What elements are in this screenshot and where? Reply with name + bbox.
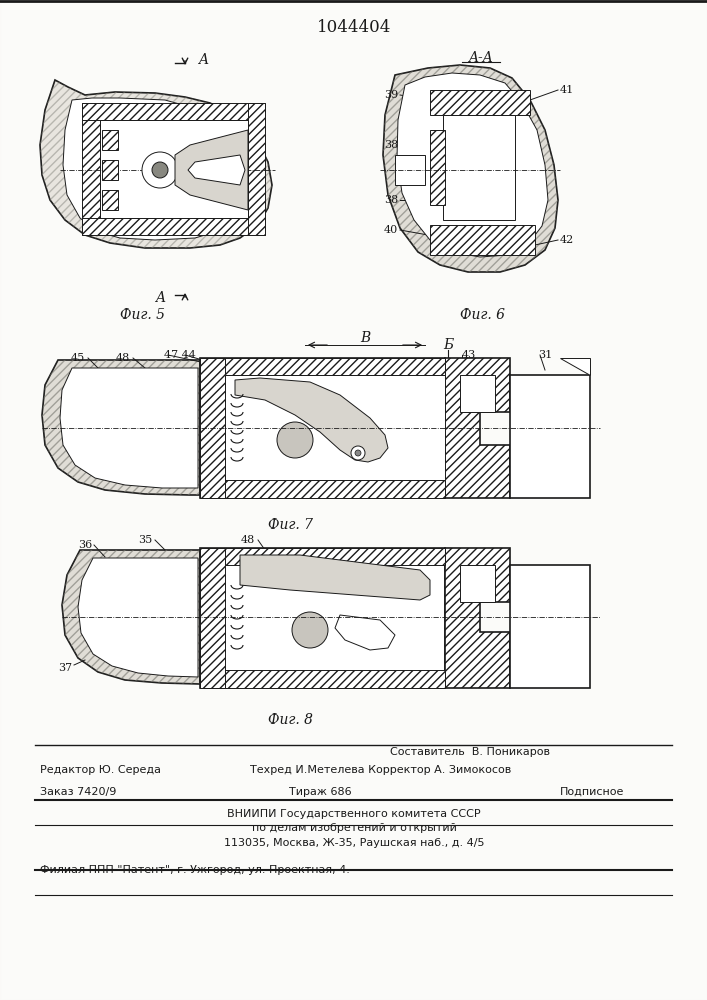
Polygon shape — [510, 375, 590, 498]
Polygon shape — [443, 115, 515, 220]
Polygon shape — [102, 160, 118, 180]
Polygon shape — [42, 360, 200, 495]
Text: 113035, Москва, Ж-35, Раушская наб., д. 4/5: 113035, Москва, Ж-35, Раушская наб., д. … — [223, 838, 484, 848]
Text: 38: 38 — [384, 195, 398, 205]
Text: 31: 31 — [538, 350, 552, 360]
Text: 41: 41 — [560, 85, 574, 95]
Polygon shape — [200, 358, 225, 498]
Polygon shape — [82, 103, 265, 120]
Text: 1044404: 1044404 — [317, 19, 391, 36]
Text: Техред И.Метелева Корректор А. Зимокосов: Техред И.Метелева Корректор А. Зимокосов — [250, 765, 511, 775]
Text: 36: 36 — [78, 540, 92, 550]
Text: ВНИИПИ Государственного комитета СССР: ВНИИПИ Государственного комитета СССР — [227, 809, 481, 819]
Polygon shape — [510, 565, 590, 688]
Text: Составитель  В. Поникаров: Составитель В. Поникаров — [390, 747, 550, 757]
Polygon shape — [200, 358, 445, 498]
Text: Подписное: Подписное — [560, 787, 624, 797]
Polygon shape — [200, 670, 445, 688]
Text: 48: 48 — [116, 353, 130, 363]
Polygon shape — [560, 358, 590, 375]
Polygon shape — [200, 548, 225, 688]
Circle shape — [351, 446, 365, 460]
Polygon shape — [200, 548, 445, 688]
Polygon shape — [225, 375, 445, 480]
Text: 43: 43 — [462, 350, 477, 360]
Text: Фиг. 8: Фиг. 8 — [267, 713, 312, 727]
Text: A: A — [198, 53, 208, 67]
Text: В: В — [360, 331, 370, 345]
Text: 35: 35 — [138, 535, 152, 545]
Polygon shape — [383, 65, 558, 272]
Polygon shape — [430, 130, 445, 205]
Text: 45: 45 — [71, 353, 85, 363]
Polygon shape — [102, 190, 118, 210]
Text: Заказ 7420/9: Заказ 7420/9 — [40, 787, 117, 797]
Text: 37: 37 — [58, 663, 72, 673]
Polygon shape — [78, 558, 198, 677]
Text: 39: 39 — [384, 90, 398, 100]
Text: Тираж 686: Тираж 686 — [288, 787, 351, 797]
Polygon shape — [235, 378, 388, 462]
Polygon shape — [82, 218, 265, 235]
Text: Б: Б — [443, 338, 453, 352]
Text: A-A: A-A — [467, 51, 492, 65]
Text: 46: 46 — [360, 363, 374, 373]
Text: 38: 38 — [384, 140, 398, 150]
Circle shape — [277, 422, 313, 458]
Circle shape — [152, 162, 168, 178]
Text: по делам изобретений и открытий: по делам изобретений и открытий — [252, 823, 457, 833]
Polygon shape — [188, 155, 245, 185]
Polygon shape — [430, 90, 530, 115]
Polygon shape — [445, 358, 510, 498]
Text: Фиг. 5: Фиг. 5 — [120, 308, 165, 322]
Circle shape — [355, 450, 361, 456]
Polygon shape — [460, 565, 495, 602]
Text: 33 32: 33 32 — [220, 110, 252, 120]
Polygon shape — [102, 130, 118, 150]
Text: Фиг. 7: Фиг. 7 — [267, 518, 312, 532]
Polygon shape — [100, 120, 248, 218]
Polygon shape — [200, 548, 445, 565]
Polygon shape — [40, 80, 272, 248]
Text: A: A — [155, 291, 165, 305]
Polygon shape — [62, 550, 200, 684]
Polygon shape — [445, 548, 510, 688]
Text: 47 44: 47 44 — [164, 350, 196, 360]
Polygon shape — [240, 555, 430, 600]
Polygon shape — [82, 103, 100, 235]
Polygon shape — [200, 358, 445, 375]
Polygon shape — [60, 368, 198, 488]
Text: 48: 48 — [241, 535, 255, 545]
Polygon shape — [248, 103, 265, 235]
Polygon shape — [430, 225, 535, 255]
Circle shape — [292, 612, 328, 648]
Polygon shape — [63, 98, 240, 240]
Polygon shape — [397, 73, 548, 257]
Text: Редактор Ю. Середа: Редактор Ю. Середа — [40, 765, 161, 775]
Polygon shape — [200, 480, 445, 498]
Text: Фиг. 6: Фиг. 6 — [460, 308, 505, 322]
Text: 42: 42 — [560, 235, 574, 245]
Polygon shape — [395, 155, 425, 185]
Polygon shape — [460, 375, 495, 412]
Polygon shape — [175, 130, 248, 210]
Circle shape — [142, 152, 178, 188]
Polygon shape — [335, 615, 395, 650]
Text: 40: 40 — [384, 225, 398, 235]
Text: Филиал ППП "Патент", г. Ужгород, ул. Проектная, 4.: Филиал ППП "Патент", г. Ужгород, ул. Про… — [40, 865, 350, 875]
